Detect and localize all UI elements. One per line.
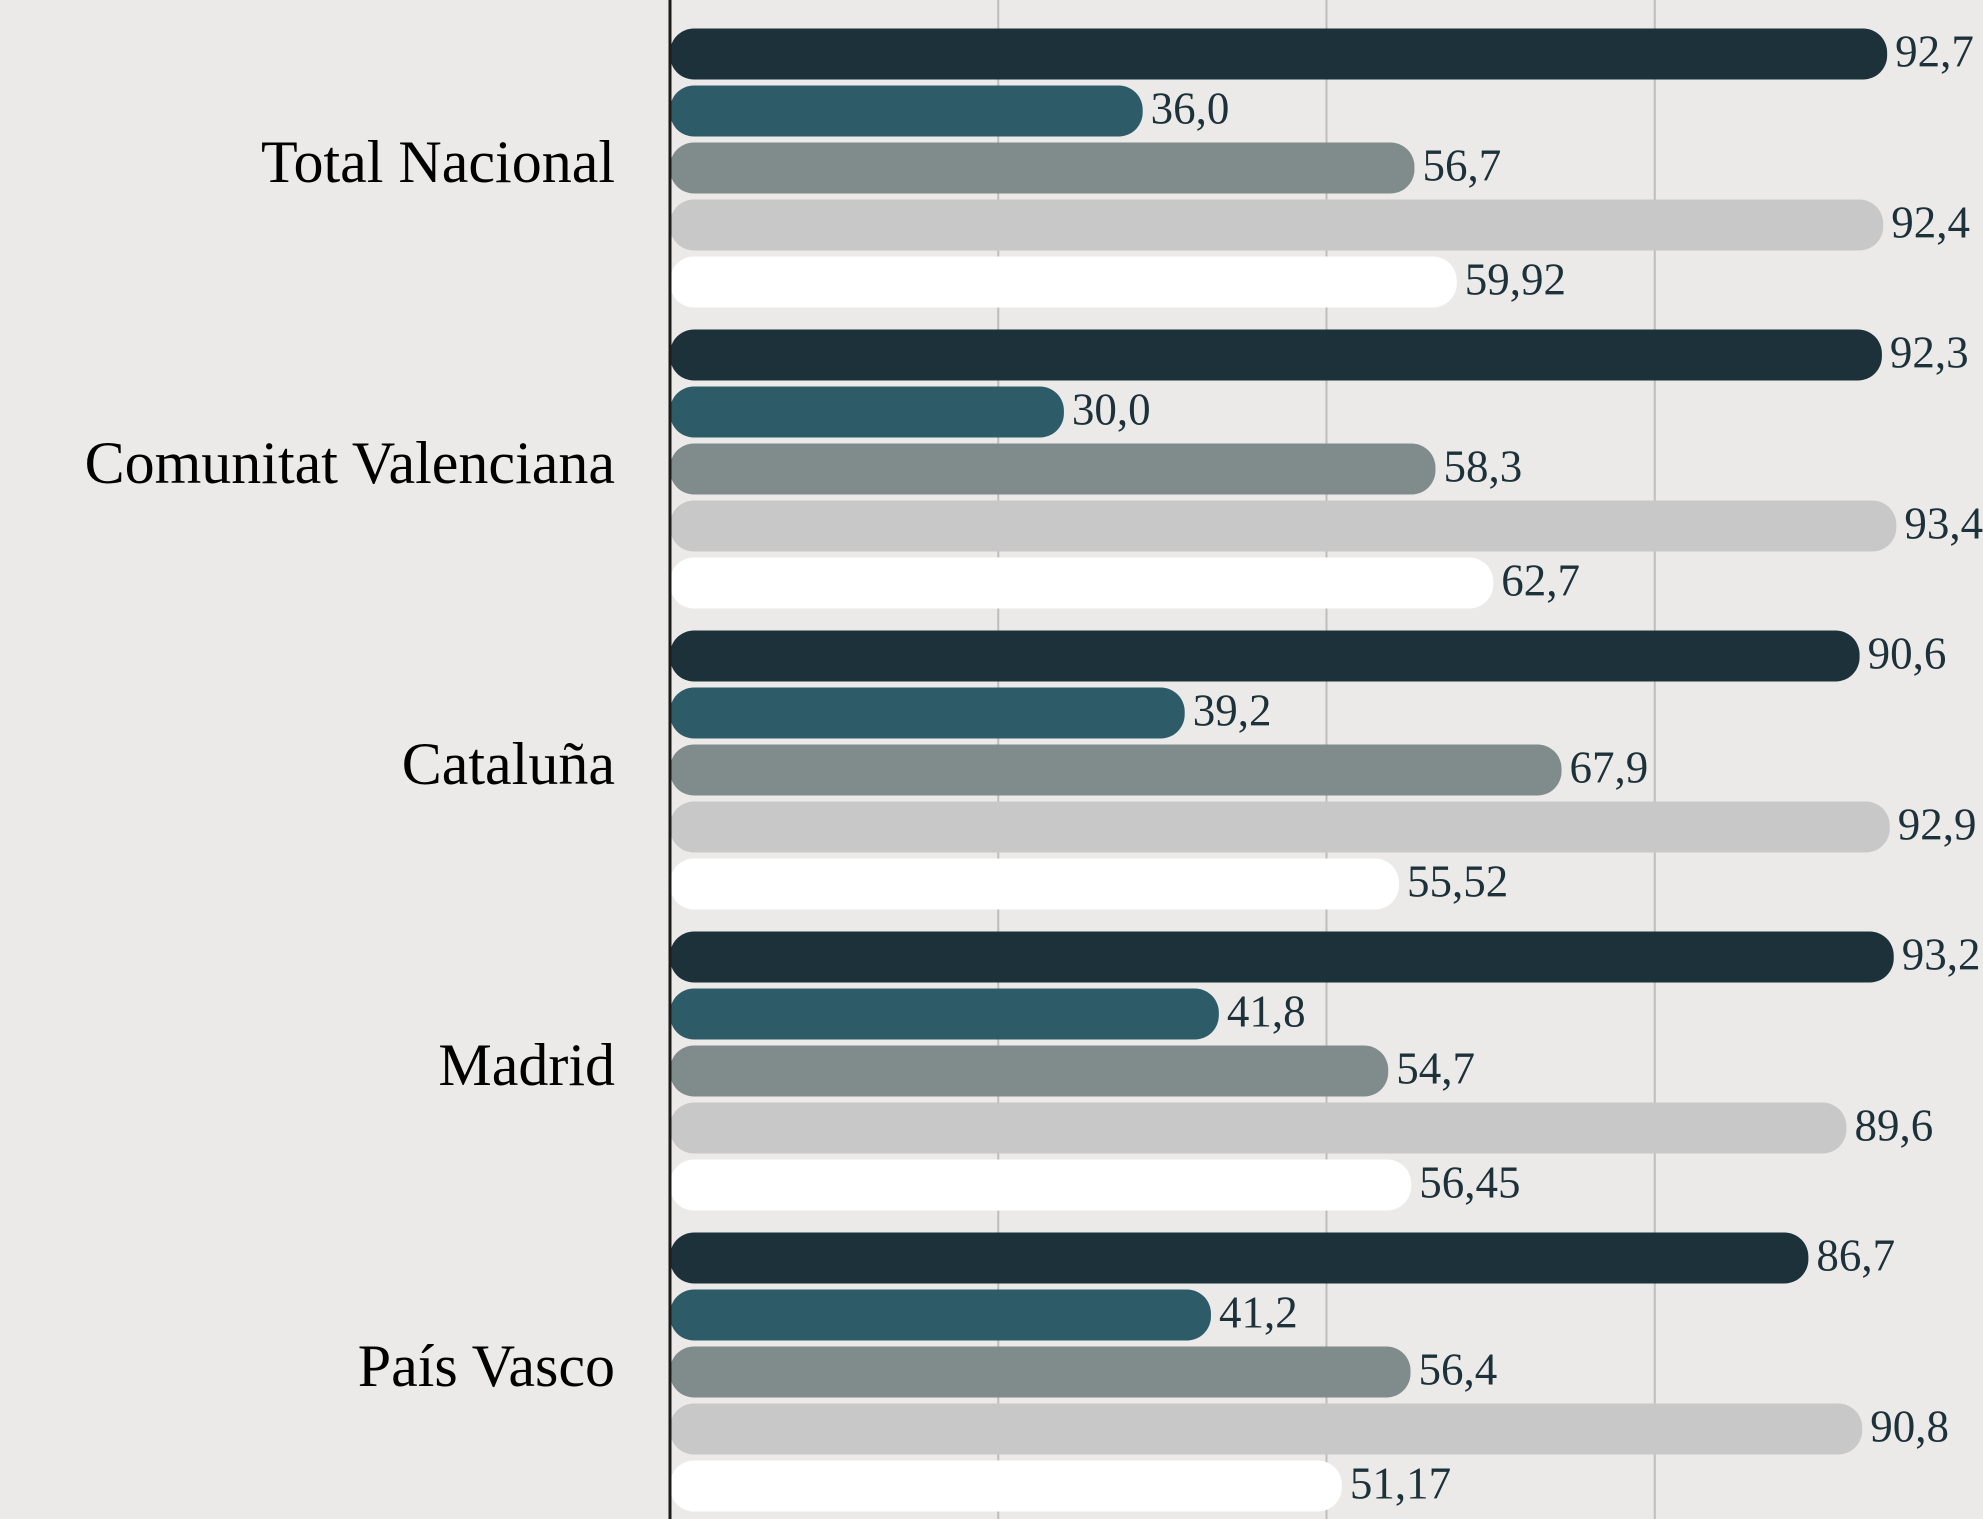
value-label: 39,2 [1193, 685, 1272, 735]
value-label: 59,92 [1465, 254, 1566, 304]
value-label: 89,6 [1854, 1100, 1933, 1150]
bar [670, 988, 1219, 1040]
bar [670, 386, 1064, 438]
bar [670, 85, 1143, 137]
bar [670, 1159, 1412, 1211]
value-label: 93,2 [1902, 929, 1981, 979]
bar [670, 500, 1897, 552]
category-label: País Vasco [358, 1333, 615, 1399]
category-label: Cataluña [402, 731, 615, 797]
bar [670, 1346, 1411, 1398]
value-label: 90,8 [1870, 1401, 1949, 1451]
category-label: Total Nacional [261, 129, 615, 195]
bar [670, 931, 1894, 983]
value-label: 56,45 [1419, 1157, 1520, 1207]
bar [670, 1045, 1389, 1097]
bar [670, 1102, 1847, 1154]
bar [670, 858, 1399, 910]
value-label: 55,52 [1407, 856, 1508, 906]
value-label: 92,4 [1891, 197, 1970, 247]
value-label: 56,4 [1419, 1344, 1498, 1394]
bar [670, 630, 1860, 682]
bar [670, 1232, 1809, 1284]
value-label: 67,9 [1570, 742, 1649, 792]
bar [670, 801, 1890, 853]
bar [670, 443, 1436, 495]
bar [670, 744, 1562, 796]
value-label: 58,3 [1443, 441, 1522, 491]
bar [670, 687, 1185, 739]
bar [670, 142, 1415, 194]
value-label: 51,17 [1350, 1458, 1451, 1508]
value-label: 41,2 [1219, 1287, 1298, 1337]
category-label: Comunitat Valenciana [85, 430, 615, 496]
value-label: 93,4 [1904, 498, 1983, 548]
bar [670, 557, 1494, 609]
value-label: 62,7 [1501, 555, 1580, 605]
category-label: Madrid [438, 1032, 615, 1098]
bar [670, 1403, 1863, 1455]
value-label: 92,7 [1895, 26, 1974, 76]
bar [670, 256, 1457, 308]
value-label: 90,6 [1868, 628, 1947, 678]
value-label: 54,7 [1396, 1043, 1475, 1093]
value-label: 86,7 [1816, 1230, 1895, 1280]
bar [670, 1460, 1342, 1512]
value-label: 36,0 [1151, 83, 1230, 133]
bar [670, 1289, 1211, 1341]
bar [670, 329, 1882, 381]
value-label: 41,8 [1227, 986, 1306, 1036]
value-label: 56,7 [1422, 140, 1501, 190]
value-label: 30,0 [1072, 384, 1151, 434]
value-label: 92,3 [1890, 327, 1969, 377]
value-label: 92,9 [1898, 799, 1977, 849]
bar [670, 199, 1884, 251]
bar [670, 28, 1888, 80]
